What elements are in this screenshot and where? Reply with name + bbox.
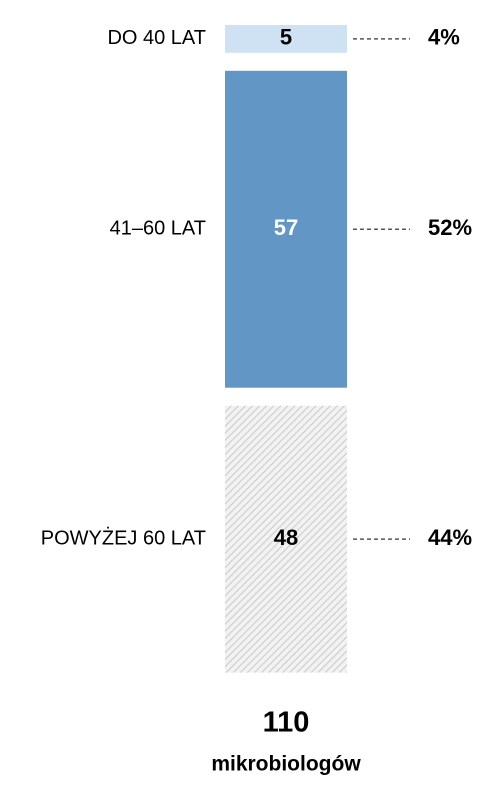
category-label: 41–60 LAT [110, 218, 206, 240]
total: 110 [263, 707, 310, 739]
value-label: 5 [280, 25, 292, 50]
category-label: DO 40 LAT [107, 27, 206, 49]
segment [225, 25, 347, 53]
category-label: POWYŻEJ 60 LAT [41, 526, 206, 549]
segment [225, 70, 347, 388]
share-label: 4% [428, 25, 460, 50]
value-label: 57 [274, 215, 298, 240]
value-label: 48 [274, 525, 298, 550]
share-label: 52% [428, 215, 472, 240]
total-label: mikrobiologów [211, 753, 361, 776]
segment [225, 405, 347, 673]
share-label: 44% [428, 525, 472, 550]
